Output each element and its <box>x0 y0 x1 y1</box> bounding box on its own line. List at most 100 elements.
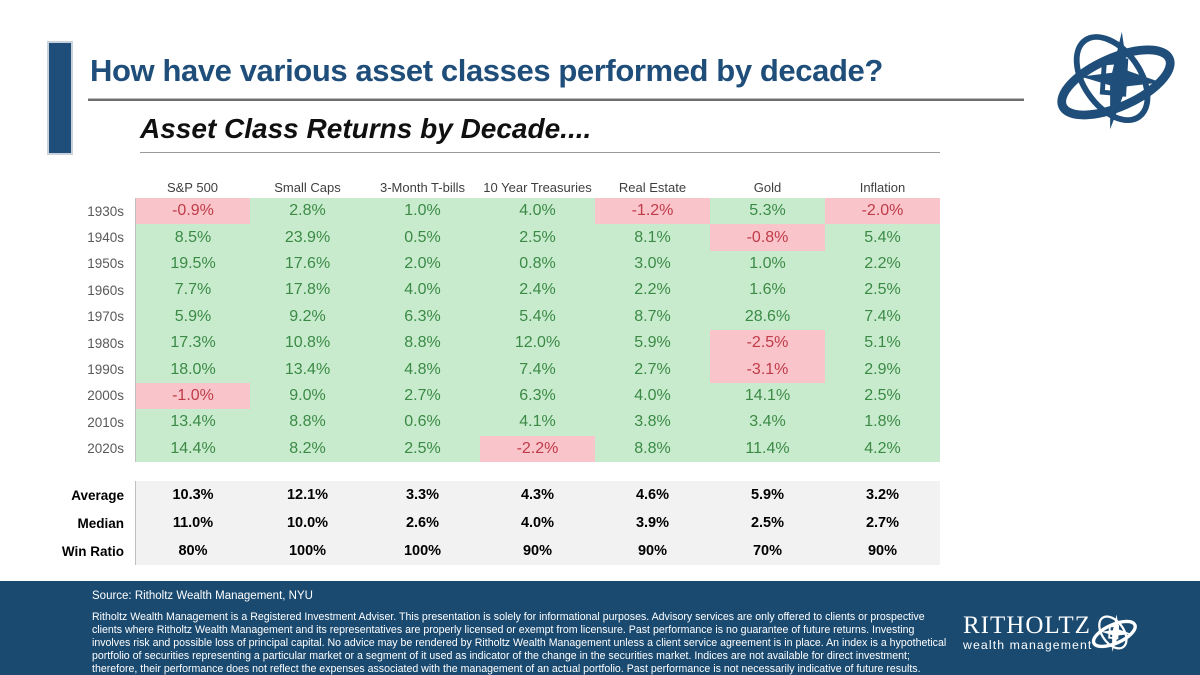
summary-cell: 10.0% <box>250 509 365 537</box>
table-row: 1990s 18.0% 13.4% 4.8% 7.4% 2.7% -3.1% 2.9% <box>60 356 940 383</box>
summary-cell: 3.9% <box>595 509 710 537</box>
column-header: S&P 500 <box>166 179 219 195</box>
return-cell: 2.2% <box>595 277 710 304</box>
column-header: Inflation <box>859 179 906 195</box>
table-title-underline <box>140 152 940 153</box>
return-cell: 8.8% <box>250 409 365 436</box>
return-cell: 2.8% <box>250 198 365 225</box>
return-cell: -1.0% <box>135 382 250 410</box>
return-cell: 2.7% <box>595 356 710 383</box>
column-header: 3-Month T-bills <box>379 179 465 195</box>
return-cell: 6.3% <box>480 382 595 410</box>
return-cell: 2.4% <box>480 277 595 304</box>
summary-cell: 100% <box>250 537 365 565</box>
return-cell: 2.2% <box>825 250 940 278</box>
return-cell: 5.3% <box>710 198 825 225</box>
decade-row-label: 2000s <box>87 388 124 404</box>
table-row: 1940s 8.5% 23.9% 0.5% 2.5% 8.1% -0.8% 5.4% <box>60 224 940 251</box>
return-cell: 5.9% <box>135 303 250 330</box>
table-row: 1970s 5.9% 9.2% 6.3% 5.4% 8.7% 28.6% 7.4% <box>60 303 940 330</box>
return-cell: 2.5% <box>825 277 940 304</box>
return-cell: 4.0% <box>365 277 480 304</box>
column-header: 10 Year Treasuries <box>483 179 592 195</box>
summary-cell: 10.3% <box>135 481 250 509</box>
column-header: Real Estate <box>618 179 687 195</box>
decade-row-label: 1990s <box>87 362 124 378</box>
return-cell: 0.6% <box>365 409 480 436</box>
return-cell: -2.0% <box>825 198 940 225</box>
return-cell: 4.0% <box>595 382 710 410</box>
table-row: 2000s -1.0% 9.0% 2.7% 6.3% 4.0% 14.1% 2.5% <box>60 382 940 410</box>
compass-globe-logo-icon <box>1057 31 1175 130</box>
table-title: Asset Class Returns by Decade.... <box>140 113 592 144</box>
summary-cell: 11.0% <box>135 509 250 537</box>
compass-globe-logo-icon-white <box>1092 614 1138 652</box>
return-cell: -1.2% <box>595 198 710 225</box>
return-cell: 4.0% <box>480 198 595 225</box>
decade-row-label: 1940s <box>87 230 124 246</box>
footer: Source: Ritholtz Wealth Management, NYU … <box>0 581 1200 675</box>
return-cell: 9.2% <box>250 303 365 330</box>
return-cell: 9.0% <box>250 382 365 410</box>
return-cell: 8.5% <box>135 224 250 251</box>
decade-row-label: 1960s <box>87 282 124 298</box>
return-cell: 4.1% <box>480 409 595 436</box>
summary-row-label: Win Ratio <box>61 543 124 559</box>
table-row: 2020s 14.4% 8.2% 2.5% -2.2% 8.8% 11.4% 4.2% <box>60 435 940 462</box>
page-title: How have various asset classes performed… <box>90 53 883 88</box>
decade-row-label: 2010s <box>87 414 124 430</box>
return-cell: 0.5% <box>365 224 480 251</box>
table-row: 1930s -0.9% 2.8% 1.0% 4.0% -1.2% 5.3% -2.0% <box>60 198 940 225</box>
summary-cell: 4.6% <box>595 481 710 509</box>
summary-cell: 4.3% <box>480 481 595 509</box>
decade-row-label: 1980s <box>87 335 124 351</box>
summary-row: Median 11.0% 10.0% 2.6% 4.0% 3.9% 2.5% 2.7% <box>60 509 940 537</box>
summary-cell: 2.5% <box>710 509 825 537</box>
summary-cell: 70% <box>710 537 825 565</box>
return-cell: 14.1% <box>710 382 825 410</box>
return-cell: 19.5% <box>135 250 250 278</box>
return-cell: 18.0% <box>135 356 250 383</box>
summary-table: Average 10.3% 12.1% 3.3% 4.3% 4.6% 5.9% 3.2% Med… <box>60 481 940 565</box>
return-cell: 28.6% <box>710 303 825 330</box>
decade-row-label: 1950s <box>87 256 124 272</box>
return-cell: 17.3% <box>135 329 250 357</box>
column-header: Small Caps <box>274 179 341 195</box>
return-cell: 1.8% <box>825 409 940 436</box>
return-cell: 6.3% <box>365 303 480 330</box>
return-cell: 1.0% <box>365 198 480 225</box>
summary-cell: 2.6% <box>365 509 480 537</box>
table-body: 1930s -0.9% 2.8% 1.0% 4.0% -1.2% 5.3% -2.0% 1940… <box>60 198 940 462</box>
disclaimer-text: Ritholtz Wealth Management is a Register… <box>92 611 947 675</box>
summary-cell: 2.7% <box>825 509 940 537</box>
table-header-row: S&P 500 Small Caps 3-Month T-bills 10 Year … <box>60 176 940 198</box>
summary-row-label: Median <box>77 515 124 531</box>
returns-table: S&P 500 Small Caps 3-Month T-bills 10 Year … <box>60 176 940 462</box>
return-cell: 8.2% <box>250 435 365 462</box>
footer-logo-text: RITHOLTZ wealth management <box>963 613 1092 652</box>
return-cell: 2.9% <box>825 356 940 383</box>
return-cell: 17.8% <box>250 277 365 304</box>
summary-cell: 90% <box>595 537 710 565</box>
return-cell: 7.4% <box>480 356 595 383</box>
summary-row: Average 10.3% 12.1% 3.3% 4.3% 4.6% 5.9% 3.2% <box>60 481 940 509</box>
return-cell: 2.5% <box>480 224 595 251</box>
return-cell: 14.4% <box>135 435 250 462</box>
return-cell: 8.7% <box>595 303 710 330</box>
return-cell: 3.4% <box>710 409 825 436</box>
return-cell: -3.1% <box>710 356 825 383</box>
return-cell: 5.4% <box>480 303 595 330</box>
return-cell: 13.4% <box>250 356 365 383</box>
title-divider <box>88 98 1024 101</box>
return-cell: 12.0% <box>480 329 595 357</box>
return-cell: -2.5% <box>710 329 825 357</box>
return-cell: 13.4% <box>135 409 250 436</box>
return-cell: 8.1% <box>595 224 710 251</box>
return-cell: -0.9% <box>135 198 250 225</box>
decade-row-label: 1930s <box>87 203 124 219</box>
return-cell: 1.0% <box>710 250 825 278</box>
accent-bar <box>47 41 73 155</box>
return-cell: 2.5% <box>825 382 940 410</box>
summary-cell: 80% <box>135 537 250 565</box>
